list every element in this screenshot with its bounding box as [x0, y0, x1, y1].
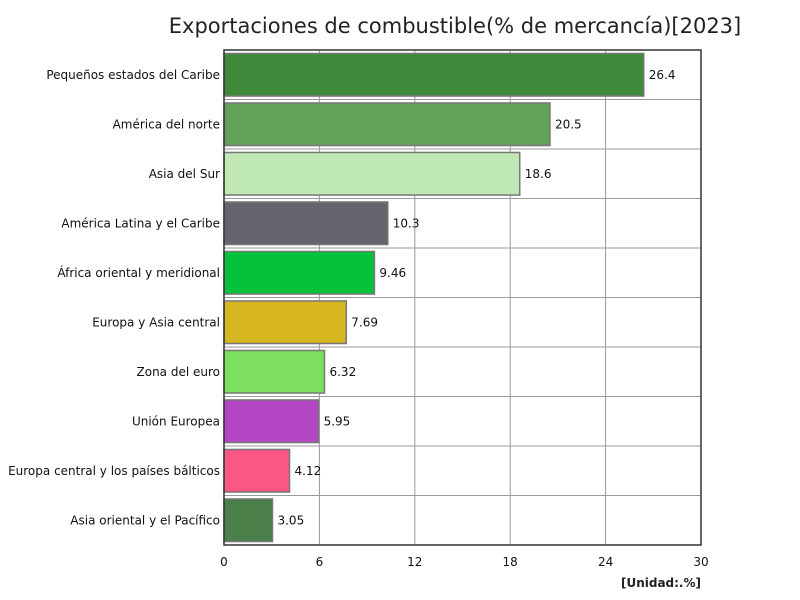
category-label: Europa y Asia central — [92, 315, 220, 329]
chart-title: Exportaciones de combustible(% de mercan… — [168, 14, 742, 38]
category-label: Unión Europea — [132, 414, 220, 428]
unit-label: [Unidad:.%] — [620, 576, 701, 590]
bar — [223, 399, 320, 444]
value-label: 9.46 — [379, 266, 406, 280]
value-label: 3.05 — [277, 513, 304, 527]
bar — [223, 498, 274, 543]
value-label: 10.3 — [393, 216, 420, 230]
bar — [223, 151, 521, 196]
bar — [223, 201, 389, 246]
x-tick-label: 18 — [503, 555, 518, 569]
labels: 0 6 12 18 24 30 Pequeños estados del Caribe 26.… — [8, 68, 709, 569]
value-label: 4.12 — [295, 464, 322, 478]
bar — [223, 300, 348, 345]
value-label: 5.95 — [324, 414, 351, 428]
bar — [223, 102, 551, 147]
x-tick-label: 0 — [220, 555, 228, 569]
category-label: Asia oriental y el Pacífico — [70, 513, 220, 527]
value-label: 26.4 — [649, 68, 676, 82]
x-tick-label: 30 — [693, 555, 708, 569]
bars — [223, 52, 645, 543]
category-label: Pequeños estados del Caribe — [46, 68, 220, 82]
category-label: América del norte — [113, 117, 220, 131]
category-label: Zona del euro — [137, 365, 220, 379]
value-label: 18.6 — [525, 167, 552, 181]
category-label: Asia del Sur — [149, 167, 220, 181]
category-label: África oriental y meridional — [57, 265, 220, 280]
x-tick-label: 12 — [407, 555, 422, 569]
category-label: Europa central y los países bálticos — [8, 464, 220, 478]
bar — [223, 448, 291, 493]
plot-frame — [223, 49, 702, 546]
bar — [223, 250, 376, 295]
bar — [223, 349, 326, 394]
x-tick-label: 6 — [316, 555, 324, 569]
bar — [223, 52, 645, 97]
value-label: 7.69 — [351, 315, 378, 329]
category-label: América Latina y el Caribe — [61, 216, 220, 230]
value-label: 6.32 — [329, 365, 356, 379]
value-label: 20.5 — [555, 117, 582, 131]
x-tick-label: 24 — [598, 555, 613, 569]
